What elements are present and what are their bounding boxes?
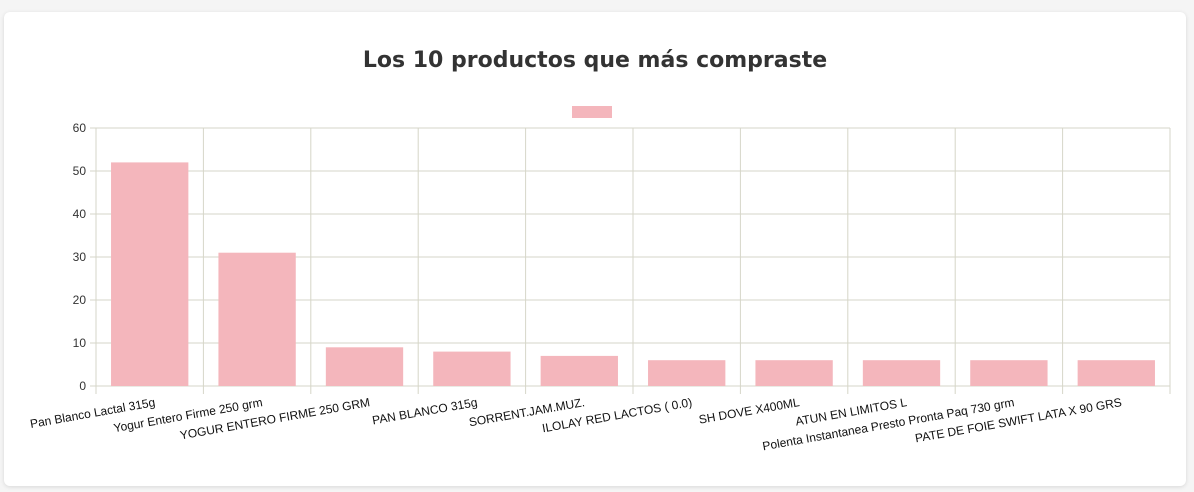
bar <box>218 252 296 386</box>
y-tick-label: 20 <box>73 293 87 307</box>
y-tick-label: 10 <box>73 336 87 350</box>
bar <box>648 360 726 386</box>
bar <box>862 360 941 386</box>
y-tick-label: 60 <box>73 121 87 135</box>
legend-swatch <box>572 106 612 118</box>
chart-card: Los 10 productos que más compraste 0 10 20… <box>4 12 1186 486</box>
bar <box>433 351 511 386</box>
x-tick-label: SH DOVE X400ML <box>698 395 801 427</box>
y-tick-label: 40 <box>73 207 87 221</box>
chart-title: Los 10 productos que más compraste <box>362 48 828 73</box>
bar <box>111 162 189 386</box>
x-tick-label: PAN BLANCO 315g <box>371 395 478 427</box>
bar <box>325 347 404 386</box>
bar <box>1077 360 1155 386</box>
y-tick-label: 50 <box>73 164 87 178</box>
bar <box>970 360 1048 386</box>
bar <box>755 360 833 386</box>
y-tick-label: 30 <box>73 250 87 264</box>
bar <box>540 355 618 386</box>
y-tick-label: 0 <box>79 379 86 393</box>
